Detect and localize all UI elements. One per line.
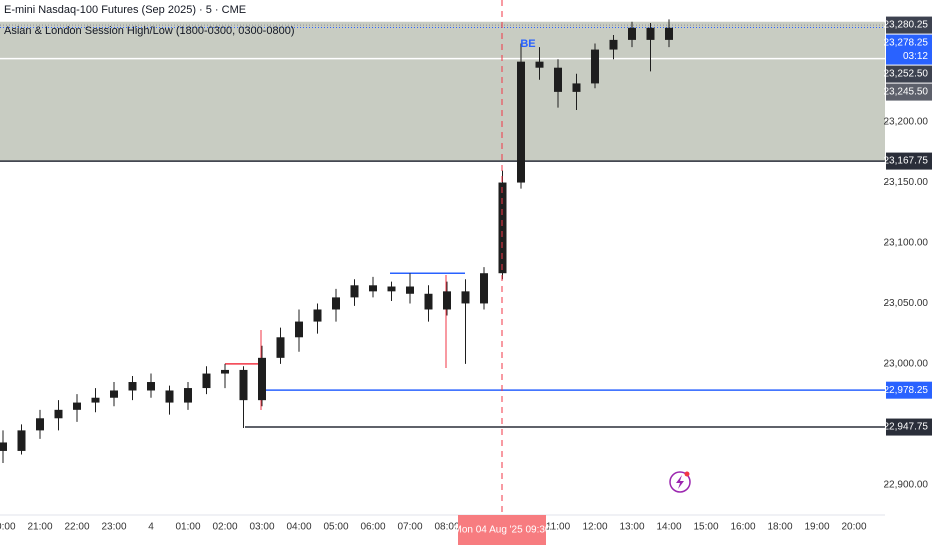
x-tick-label: 21:00 (27, 522, 52, 533)
x-tick-label: 13:00 (619, 522, 644, 533)
candle-body (239, 369, 248, 401)
candle-body (184, 388, 192, 403)
candle-body (91, 397, 100, 403)
x-tick-label: 18:00 (767, 522, 792, 533)
x-tick-label: 05:00 (323, 522, 348, 533)
y-tick-label: 23,200.00 (884, 117, 929, 128)
price-label-bg (886, 418, 932, 436)
x-tick-label: 23:00 (101, 522, 126, 533)
x-tick-label: 12:00 (582, 522, 607, 533)
candle-body (128, 382, 137, 391)
price-label: 23,252.50 (884, 69, 929, 80)
x-tick-label: 19:00 (804, 522, 829, 533)
candle-body (165, 390, 174, 403)
x-tick-label: 20:00 (841, 522, 866, 533)
axes: 22,900.00 23,000.00 23,050.00 23,100.00 23,1… (0, 16, 932, 533)
y-tick-label: 23,000.00 (884, 359, 929, 370)
candle-body (202, 373, 211, 389)
indicator-title: Asian & London Session High/Low (1800-03… (4, 25, 294, 37)
candle-body (646, 27, 655, 40)
price-label: 22,978.25 (884, 385, 929, 396)
candle-body (54, 409, 63, 419)
x-tick-label: 02:00 (212, 522, 237, 533)
candle-body (350, 285, 359, 298)
price-label: 23,245.50 (884, 87, 929, 98)
price-label: 22,947.75 (884, 422, 929, 433)
candle-body (276, 337, 285, 358)
x-tick-label: 04:00 (286, 522, 311, 533)
candle-body (498, 182, 507, 274)
price-label-bg (886, 381, 932, 399)
candle-body (221, 369, 229, 374)
candle-body (0, 442, 7, 451)
candle-body (406, 286, 414, 294)
candle-body (369, 285, 377, 292)
candle-body (535, 61, 544, 68)
x-tick-label: 07:00 (397, 522, 422, 533)
candle-body (147, 382, 155, 391)
candle-body (480, 273, 488, 304)
y-tick-label: 23,050.00 (884, 298, 929, 309)
candle-body (628, 27, 636, 40)
countdown: 03:12 (903, 51, 928, 62)
y-tick-label: 23,100.00 (884, 238, 929, 249)
candle-body (36, 418, 44, 431)
session-zone (0, 21, 885, 162)
y-tick-label: 23,150.00 (884, 177, 929, 188)
price-label-bg (886, 34, 932, 65)
candle-body (258, 357, 266, 401)
x-tick-label: 06:00 (360, 522, 385, 533)
price-label-bg (886, 83, 932, 101)
candle-body (110, 390, 118, 398)
candle-body (665, 27, 673, 40)
x-tick-label: 22:00 (64, 522, 89, 533)
candle-body (572, 83, 581, 92)
plot-area (0, 19, 885, 464)
candle-body (609, 39, 618, 50)
x-tick-label: 14:00 (656, 522, 681, 533)
x-tick-label: 11:00 (546, 522, 571, 533)
candle-body (332, 297, 340, 310)
cursor-label-bg (458, 515, 546, 545)
x-tick-label: 08:00 (434, 522, 459, 533)
candle-body (554, 67, 562, 92)
candle-body (424, 293, 433, 310)
chart-title: E-mini Nasdaq-100 Futures (Sep 2025) · 5… (4, 4, 246, 16)
cursor-label: Mon 04 Aug '25 09:30 (454, 525, 551, 536)
candle-body (387, 286, 396, 292)
price-label: 23,280.25 (884, 20, 929, 31)
x-tick-label: 4 (148, 522, 154, 533)
candle-body (313, 309, 322, 322)
event-icon-bolt (676, 475, 684, 489)
candle-body (295, 321, 303, 338)
price-label-bg (886, 152, 932, 170)
candle-body (73, 402, 81, 410)
candle-body (461, 291, 470, 304)
y-tick-label: 22,900.00 (884, 479, 929, 490)
price-label: 23,278.25 (884, 38, 929, 49)
price-label: 23,167.75 (884, 156, 929, 167)
x-tick-label: 01:00 (175, 522, 200, 533)
candle-body (517, 61, 525, 183)
x-tick-label: 16:00 (730, 522, 755, 533)
candle-body (443, 291, 451, 310)
annotation: BE (520, 38, 535, 50)
x-tick-label: 03:00 (249, 522, 274, 533)
price-label-bg (886, 65, 932, 83)
price-label-bg (886, 16, 932, 34)
event-icon-dot (684, 471, 690, 477)
x-tick-label: 15:00 (693, 522, 718, 533)
candle-body (17, 430, 26, 451)
candle-body (591, 49, 599, 84)
x-tick-label: 20:00 (0, 522, 16, 533)
